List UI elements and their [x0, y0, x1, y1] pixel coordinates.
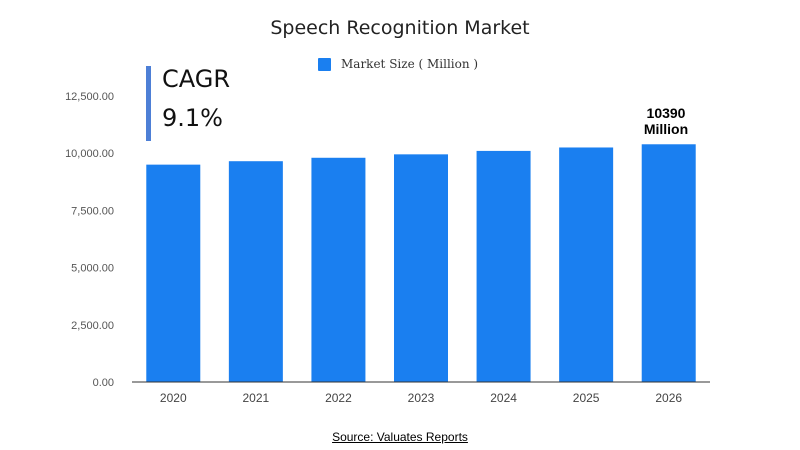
last-bar-value: 10390 — [646, 105, 686, 121]
x-tick-label: 2020 — [160, 391, 187, 405]
bar-2022 — [311, 157, 366, 382]
cagr-label: CAGR — [162, 65, 231, 93]
bar-2025 — [559, 147, 614, 382]
legend-swatch — [318, 57, 331, 71]
legend: Market Size ( Million ) — [318, 57, 478, 71]
bar-2026 — [641, 144, 696, 382]
cagr-accent-bar — [146, 66, 151, 141]
y-tick-label: 5,000.00 — [71, 263, 114, 275]
x-tick-label: 2025 — [573, 391, 600, 405]
bar-2021 — [228, 161, 283, 382]
bar-2023 — [394, 154, 448, 382]
bar-2024 — [476, 150, 531, 382]
bars — [146, 144, 696, 382]
chart-title: Speech Recognition Market — [270, 17, 530, 39]
bar-2020 — [146, 164, 201, 382]
x-axis-ticks: 2020 2021 2022 2023 2024 2025 2026 — [160, 391, 682, 405]
last-bar-unit: Million — [643, 121, 689, 137]
y-tick-label: 7,500.00 — [71, 205, 114, 217]
x-tick-label: 2026 — [655, 391, 682, 405]
x-tick-label: 2022 — [325, 391, 352, 405]
y-axis-ticks: 0.00 2,500.00 5,000.00 7,500.00 10,000.00 12,… — [65, 91, 114, 389]
last-bar-annotation: 10390 Million — [626, 105, 706, 137]
x-tick-label: 2021 — [243, 391, 270, 405]
y-tick-label: 12,500.00 — [65, 91, 114, 103]
x-tick-label: 2024 — [490, 391, 517, 405]
source-note: Source: Valuates Reports — [332, 430, 468, 444]
legend-label: Market Size ( Million ) — [341, 57, 479, 71]
y-tick-label: 0.00 — [93, 377, 114, 389]
y-tick-label: 10,000.00 — [65, 148, 114, 160]
y-tick-label: 2,500.00 — [71, 320, 114, 332]
cagr-value: 9.1% — [162, 104, 223, 132]
x-tick-label: 2023 — [408, 391, 435, 405]
